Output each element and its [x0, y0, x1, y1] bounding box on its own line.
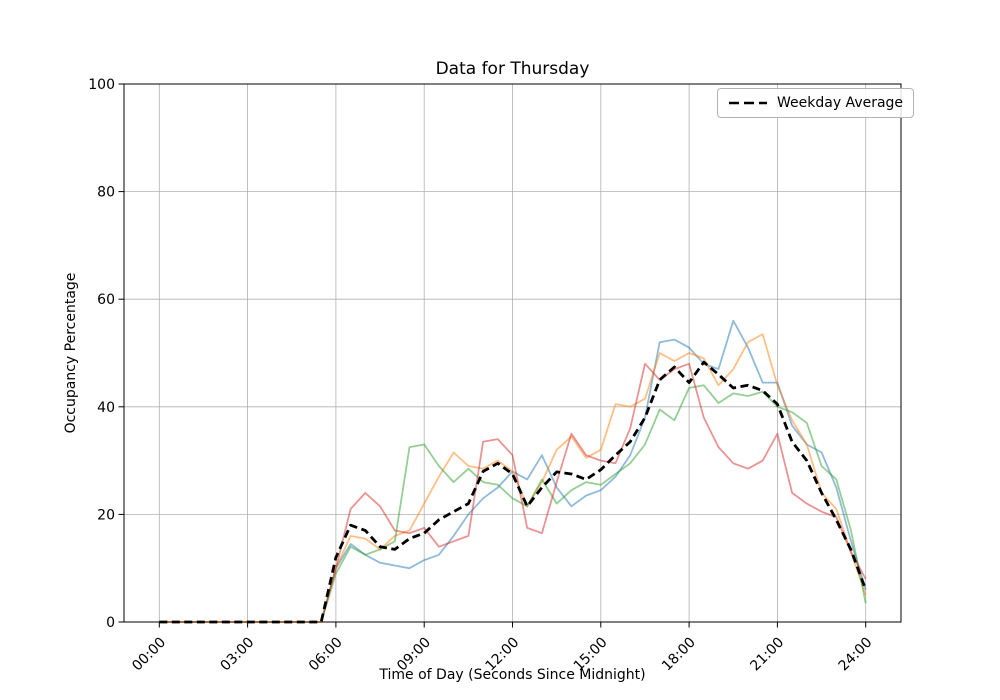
y-tick-label: 0 [106, 615, 115, 631]
x-tick-label: 06:00 [306, 635, 346, 675]
x-tick-label: 24:00 [836, 635, 876, 675]
legend-label: Weekday Average [777, 95, 904, 111]
y-tick-label: 60 [97, 292, 115, 308]
x-tick-label: 21:00 [747, 635, 787, 675]
x-tick-label: 00:00 [129, 635, 169, 675]
y-tick-label: 80 [97, 185, 115, 201]
y-tick-label: 100 [88, 77, 115, 93]
chart-title: Data for Thursday [435, 59, 590, 79]
y-tick-label: 20 [97, 507, 115, 523]
dashed-line-icon [729, 101, 767, 105]
x-tick-label: 03:00 [218, 635, 258, 675]
series-weekday-average [159, 360, 868, 624]
x-tick-label: 15:00 [571, 635, 611, 675]
x-tick-label: 09:00 [394, 635, 434, 675]
y-tick-label: 40 [97, 400, 115, 416]
x-axis-label: Time of Day (Seconds Since Midnight) [379, 667, 646, 683]
x-tick-label: 12:00 [482, 635, 522, 675]
legend: Weekday Average [717, 88, 915, 118]
x-tick-label: 18:00 [659, 635, 699, 675]
